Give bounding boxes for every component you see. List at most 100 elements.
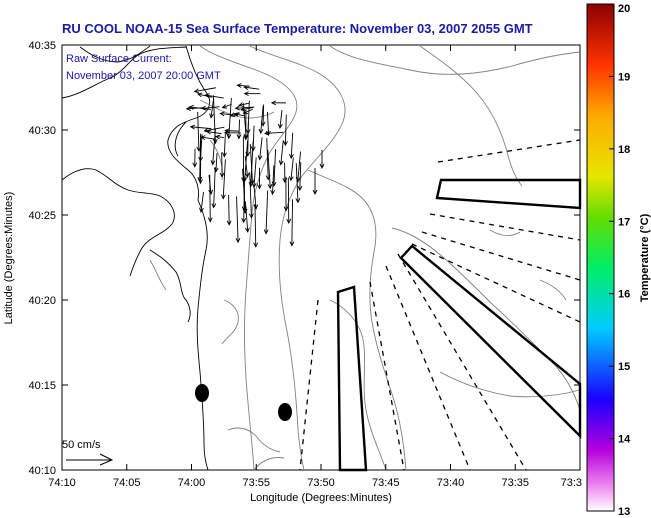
y-tick-label: 40:30 bbox=[28, 125, 56, 137]
colorbar-tick-label: 19 bbox=[618, 71, 630, 83]
current-vector-head bbox=[214, 134, 221, 140]
current-vector-head bbox=[204, 93, 210, 99]
current-vector-head bbox=[297, 185, 303, 192]
current-vector-head bbox=[223, 130, 230, 136]
current-vector bbox=[237, 84, 250, 87]
current-vector bbox=[247, 122, 249, 156]
current-vector-head bbox=[233, 112, 239, 117]
current-vector-head bbox=[242, 109, 248, 114]
current-vector-head bbox=[241, 217, 247, 224]
current-vector bbox=[223, 133, 226, 157]
current-vector-head bbox=[199, 207, 204, 213]
current-vector-head bbox=[265, 130, 271, 137]
y-axis: 40:35 40:30 40:25 40:20 40:15 40:10 Latitude … bbox=[3, 40, 580, 477]
current-vector-head bbox=[238, 102, 244, 107]
current-vector-head bbox=[250, 146, 256, 152]
current-vector-head bbox=[219, 172, 225, 178]
current-vector-head bbox=[251, 182, 257, 189]
current-vector bbox=[201, 106, 220, 109]
current-vector bbox=[209, 174, 211, 222]
current-vector-head bbox=[243, 91, 249, 97]
x-tick-label: 73:50 bbox=[307, 477, 335, 489]
current-vector bbox=[242, 168, 246, 214]
current-vector-head bbox=[234, 105, 240, 111]
current-vector-head bbox=[257, 155, 263, 161]
footprint-east bbox=[435, 178, 582, 210]
current-vector bbox=[228, 194, 230, 225]
bathymetry-contours bbox=[149, 45, 581, 471]
current-vector-head bbox=[267, 183, 273, 190]
current-vector-head bbox=[278, 160, 284, 166]
current-vector-head bbox=[210, 160, 216, 166]
current-vector bbox=[222, 103, 232, 109]
current-vector bbox=[284, 114, 287, 146]
current-vector-head bbox=[245, 227, 250, 233]
current-vector-head bbox=[282, 177, 288, 184]
current-vector bbox=[215, 136, 225, 139]
current-vector bbox=[220, 113, 238, 116]
current-vector bbox=[260, 105, 264, 134]
colorbar-tick-label: 14 bbox=[618, 434, 631, 446]
current-vector bbox=[197, 93, 213, 98]
current-vector bbox=[297, 151, 301, 182]
footprint-south bbox=[336, 285, 368, 472]
current-vector-head bbox=[277, 123, 283, 130]
current-vector bbox=[186, 107, 205, 110]
current-vector-head bbox=[224, 128, 230, 134]
current-vector bbox=[267, 111, 269, 136]
x-axis: 74:10 74:05 74:00 73:55 73:50 73:45 73:40 73:35… bbox=[48, 45, 582, 504]
x-tick-label: 73:40 bbox=[437, 477, 465, 489]
station-marker-2 bbox=[278, 403, 292, 421]
current-vector bbox=[279, 109, 283, 129]
current-vector bbox=[240, 107, 254, 111]
temperature-colorbar: 20 19 18 17 16 15 14 13 Temperature (°C) bbox=[586, 3, 651, 518]
current-vector-head bbox=[203, 127, 209, 133]
y-tick-label: 40:10 bbox=[28, 465, 56, 477]
scale-vector: 50 cm/s bbox=[62, 439, 114, 466]
current-vector bbox=[252, 125, 255, 151]
colorbar-tick-label: 13 bbox=[618, 506, 630, 518]
current-vector-head bbox=[222, 152, 227, 158]
current-vector bbox=[244, 86, 260, 90]
colorbar-tick-label: 15 bbox=[618, 361, 630, 373]
x-tick-label: 73:55 bbox=[242, 477, 270, 489]
footprint-southeast bbox=[399, 244, 582, 439]
current-vector-head bbox=[319, 163, 325, 170]
current-vector-head bbox=[226, 220, 232, 226]
current-vector-head bbox=[189, 124, 196, 130]
current-vector-head bbox=[263, 229, 269, 235]
scale-vector-label: 50 cm/s bbox=[62, 439, 101, 451]
current-vector bbox=[290, 157, 294, 181]
x-tick-label: 74:05 bbox=[113, 477, 141, 489]
current-vector-head bbox=[192, 162, 198, 168]
current-vector-head bbox=[236, 83, 242, 88]
current-vector-head bbox=[283, 206, 289, 212]
current-vector-head bbox=[211, 203, 217, 209]
current-vector-head bbox=[197, 176, 203, 183]
current-annotation-line1: Raw Surface Current: bbox=[66, 53, 172, 65]
current-vector-head bbox=[286, 218, 292, 225]
y-tick-label: 40:25 bbox=[28, 210, 56, 222]
current-vector-head bbox=[196, 92, 203, 98]
current-vector-head bbox=[270, 189, 276, 196]
current-vector bbox=[201, 136, 216, 140]
current-vector-head bbox=[212, 138, 218, 145]
current-vector-head bbox=[270, 100, 277, 106]
x-tick-label: 73:45 bbox=[372, 477, 400, 489]
plot-frame bbox=[61, 44, 581, 471]
colorbar-scale bbox=[586, 3, 615, 512]
current-vector bbox=[272, 165, 275, 195]
current-annotation-line2: November 03, 2007 20:00 GMT bbox=[66, 70, 221, 82]
current-vector-head bbox=[295, 198, 301, 204]
current-vector bbox=[204, 126, 225, 132]
colorbar-tick-label: 17 bbox=[618, 216, 630, 228]
current-vector bbox=[290, 132, 294, 159]
current-vector bbox=[299, 161, 302, 191]
current-vector-head bbox=[271, 181, 277, 187]
current-vector bbox=[213, 167, 216, 208]
current-vector bbox=[215, 153, 218, 172]
y-tick-label: 40:35 bbox=[28, 40, 56, 52]
current-vector bbox=[236, 196, 239, 243]
current-vector bbox=[267, 149, 271, 189]
x-tick-label: 73:35 bbox=[501, 477, 529, 489]
